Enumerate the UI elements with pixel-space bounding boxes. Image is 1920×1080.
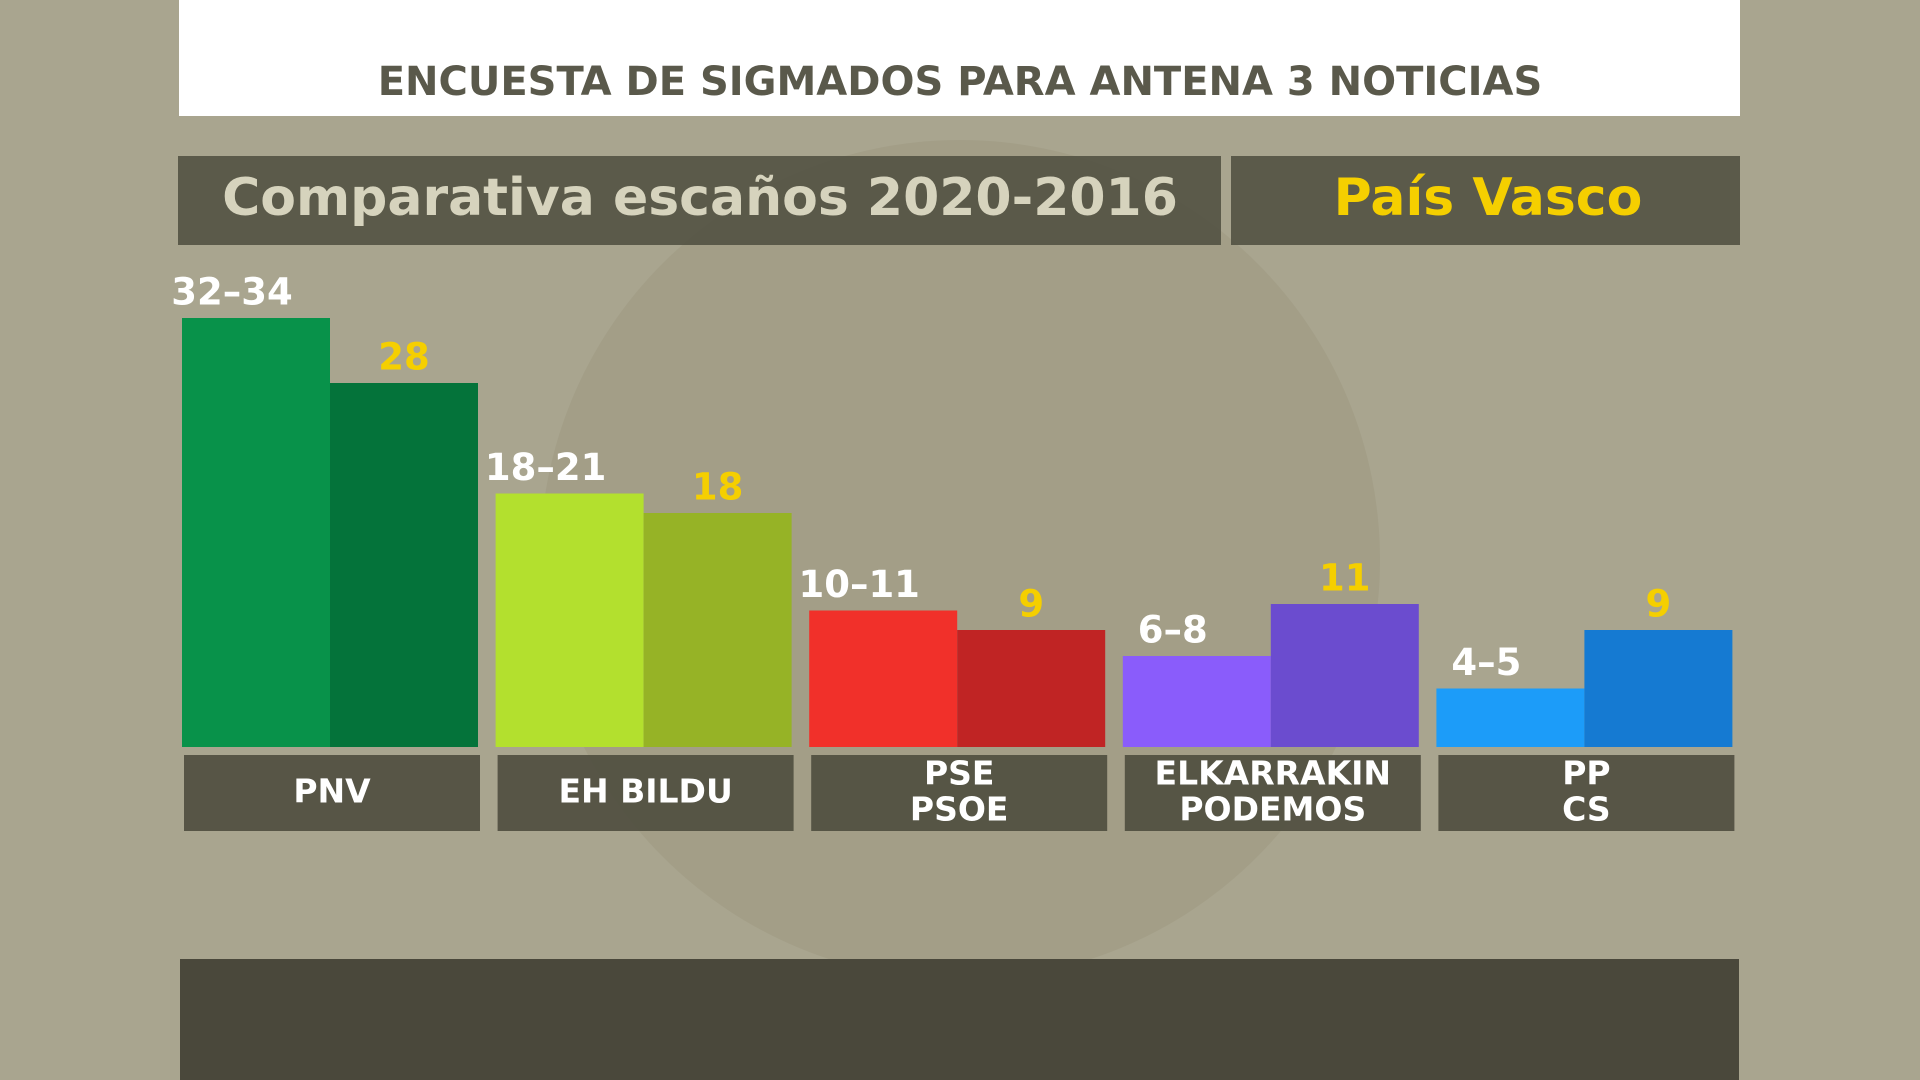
bar xyxy=(182,318,330,747)
bar xyxy=(809,610,958,747)
bar xyxy=(643,513,792,747)
chart-subtitle: Comparativa escaños 2020-2016 xyxy=(222,168,1178,228)
value-label: 9 xyxy=(1646,583,1672,626)
category-label: PSOE xyxy=(910,790,1009,829)
category-label: ELKARRAKIN xyxy=(1155,754,1392,793)
value-label: 28 xyxy=(378,336,430,379)
category-label: PODEMOS xyxy=(1179,790,1366,829)
region-box xyxy=(1231,156,1740,245)
value-label: 18–21 xyxy=(485,446,606,489)
region-label: País Vasco xyxy=(1334,168,1643,228)
title-box xyxy=(179,0,1740,116)
bar xyxy=(1584,630,1733,747)
category-box xyxy=(811,755,1108,831)
value-label: 10–11 xyxy=(798,563,919,606)
category-box xyxy=(1124,755,1421,831)
category-label: CS xyxy=(1562,790,1611,829)
chart-title: ENCUESTA DE SIGMADOS PARA ANTENA 3 NOTIC… xyxy=(378,59,1543,105)
bar xyxy=(495,493,644,747)
value-label: 6–8 xyxy=(1138,609,1208,652)
subtitle-box xyxy=(178,156,1221,245)
value-label: 11 xyxy=(1319,557,1371,600)
category-label: PP xyxy=(1562,754,1610,793)
category-label: PNV xyxy=(293,772,371,811)
value-label: 32–34 xyxy=(171,271,292,314)
value-label: 4–5 xyxy=(1451,641,1521,684)
bar xyxy=(957,630,1106,747)
value-label: 18 xyxy=(692,466,744,509)
footer-box xyxy=(180,959,1739,1080)
category-box xyxy=(184,755,480,831)
category-label: PSE xyxy=(924,754,995,793)
bar xyxy=(330,383,478,747)
bar xyxy=(1122,656,1271,747)
category-box xyxy=(497,755,794,831)
bar xyxy=(1270,604,1419,747)
value-label: 9 xyxy=(1018,583,1044,626)
bar xyxy=(1436,688,1585,747)
category-label: EH BILDU xyxy=(558,772,732,811)
category-box xyxy=(1438,755,1735,831)
